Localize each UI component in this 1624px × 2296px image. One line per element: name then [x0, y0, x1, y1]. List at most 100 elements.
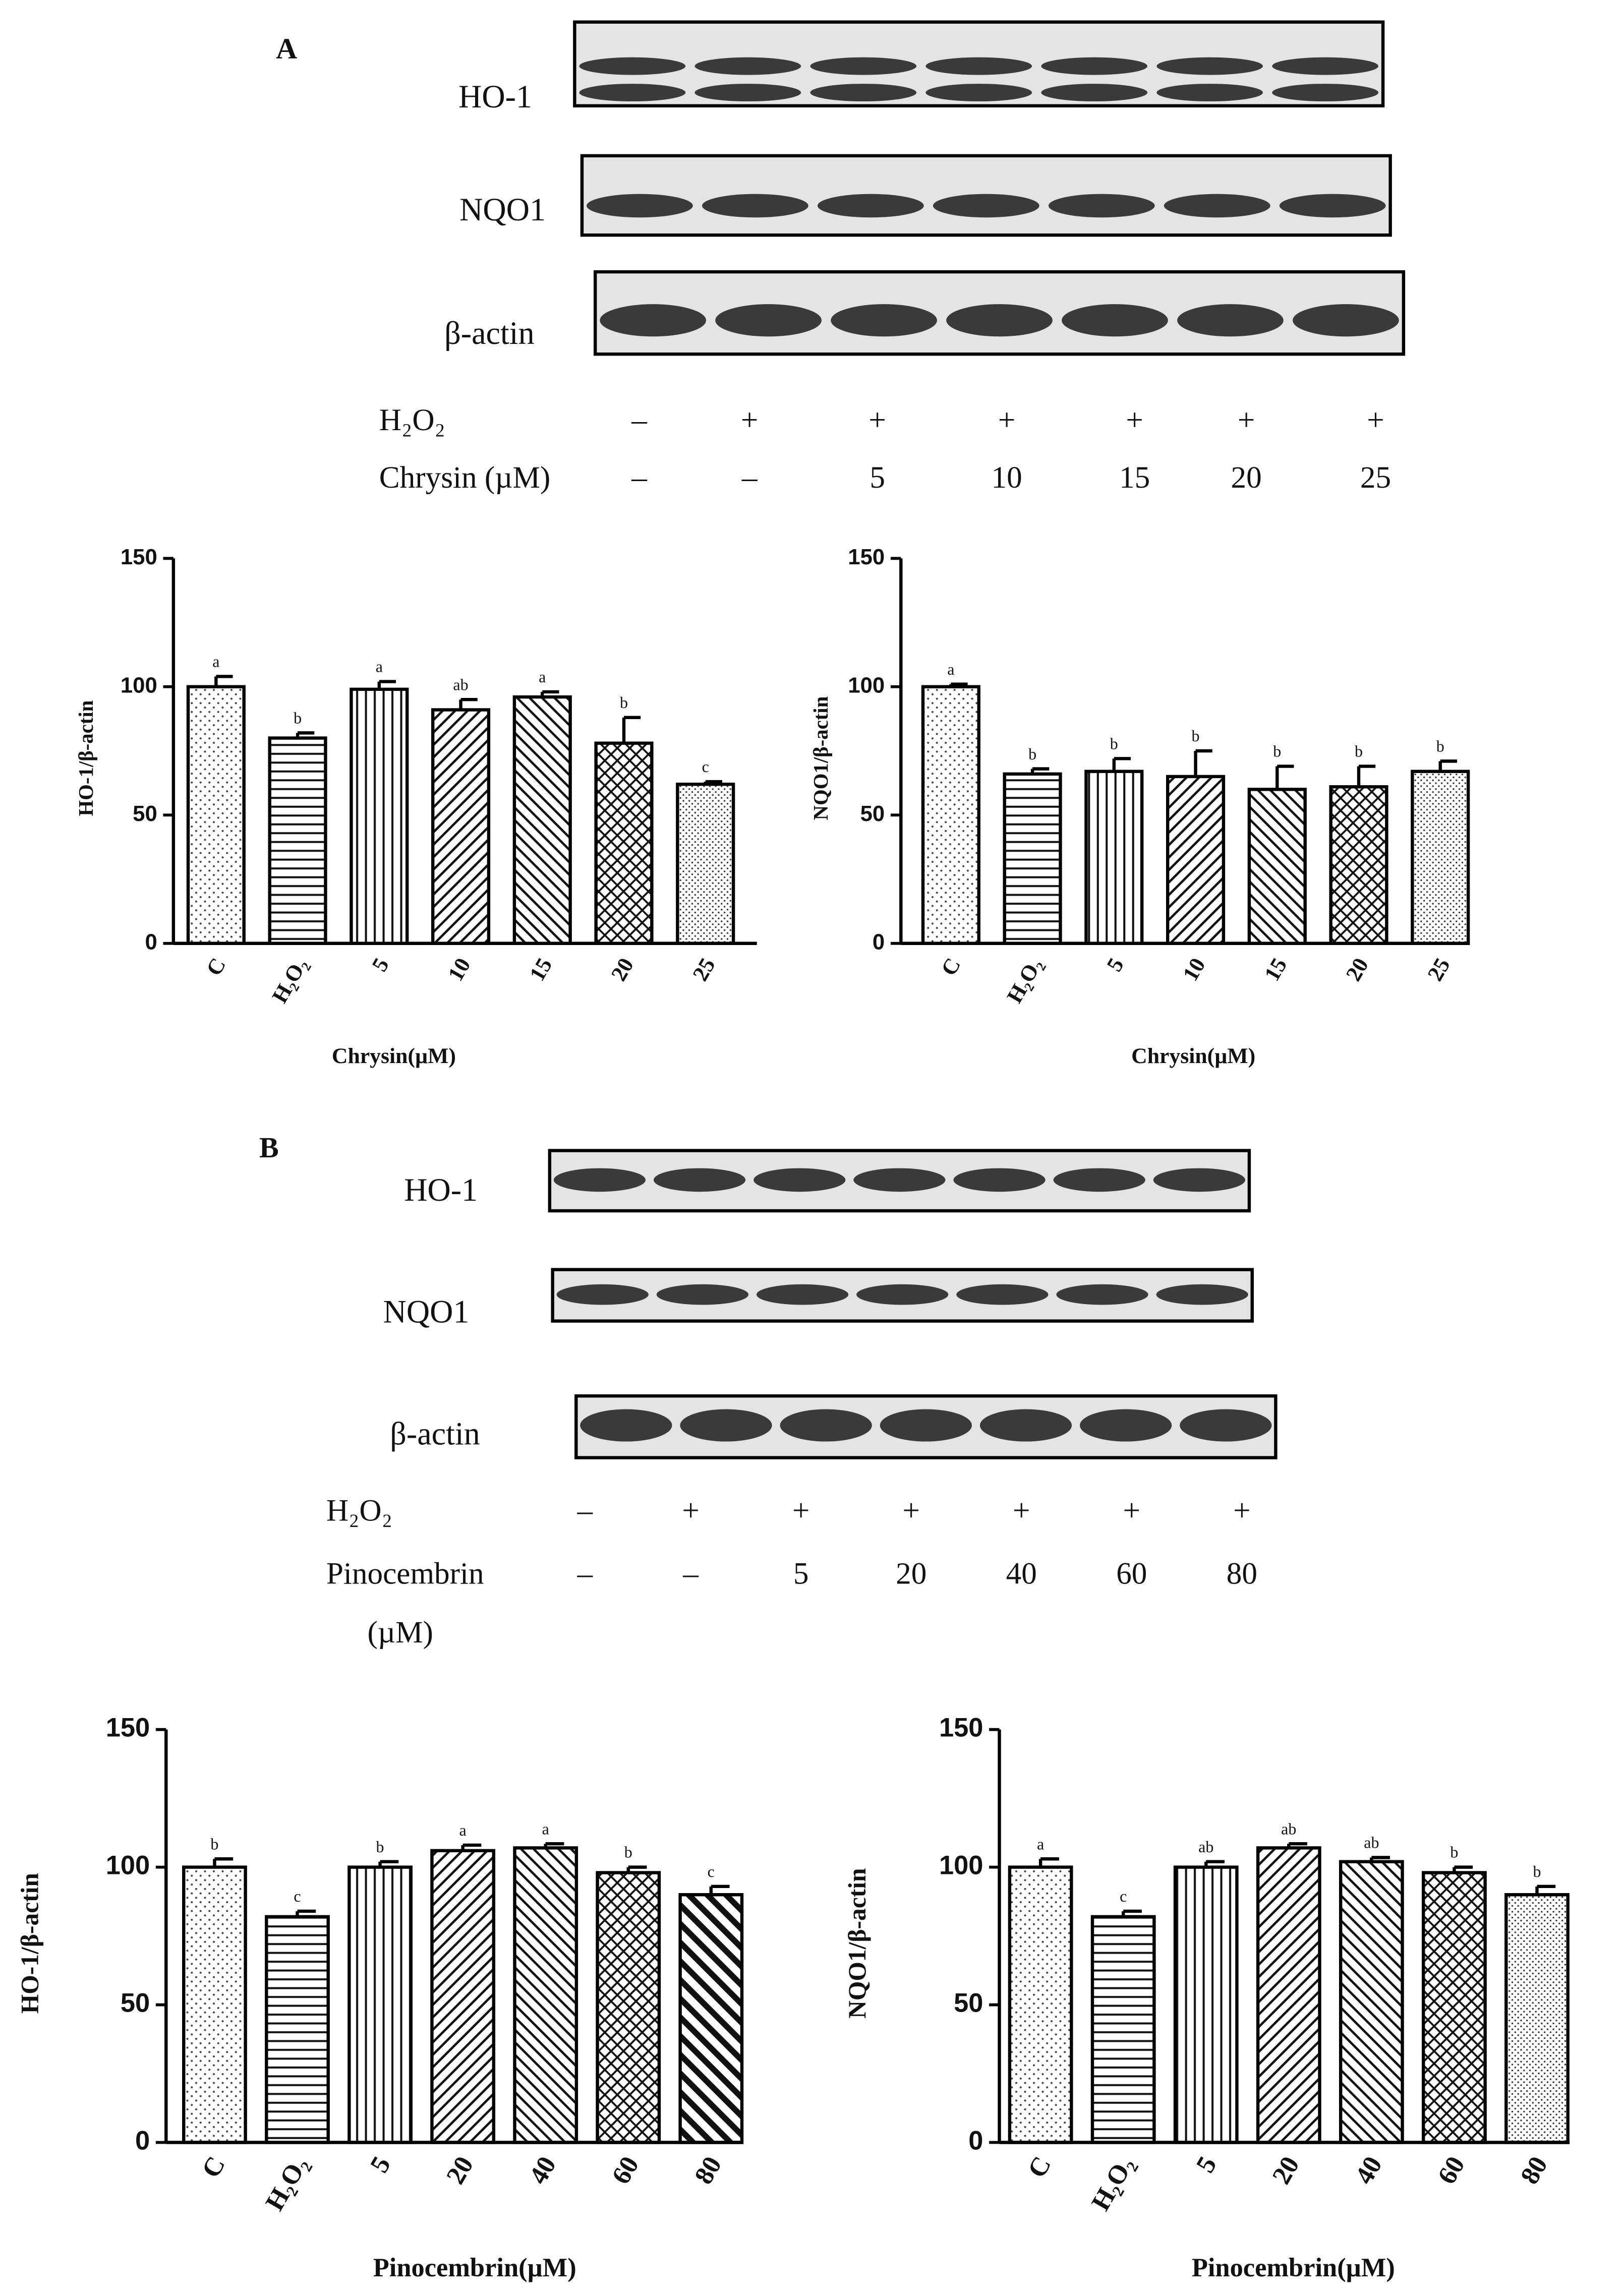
y-tick-label: 150: [939, 1714, 983, 1743]
blot-band: [831, 304, 937, 337]
blot-band: [587, 194, 693, 218]
treatment-value: +: [682, 1493, 700, 1527]
error-bar: [1038, 1857, 1059, 1867]
bar: [512, 695, 572, 945]
error-bar: [1194, 749, 1212, 777]
significance-letter: a: [539, 668, 546, 686]
y-tick-label: 0: [135, 2126, 150, 2155]
significance-letter: a: [459, 1821, 467, 1839]
error-bar: [1030, 767, 1050, 774]
blot-band: [1156, 1284, 1248, 1305]
y-axis-title: HO-1/β-actin: [16, 1873, 43, 2014]
error-bar: [626, 1865, 647, 1873]
treatment-value: +: [868, 403, 886, 437]
x-tick-label: H₂O₂: [1002, 954, 1047, 1008]
y-axis-title: NQO1/β-actin: [843, 1868, 871, 2018]
bar: [431, 708, 491, 945]
blot-band: [1048, 194, 1155, 218]
blot-label: NQO1: [383, 1294, 470, 1330]
treatment-value: –: [576, 1557, 593, 1591]
bar: [594, 741, 654, 945]
treatment-value: 5: [869, 460, 885, 495]
bar: [347, 1865, 413, 2144]
error-bar: [461, 1843, 482, 1851]
x-tick-label: C: [937, 954, 965, 980]
error-bar: [296, 731, 315, 738]
bar: [921, 685, 980, 945]
blot-band: [579, 57, 686, 75]
y-axis-title: NQO1/β-actin: [809, 696, 832, 820]
x-tick-label: 40: [1349, 2151, 1387, 2189]
error-bar: [949, 682, 968, 687]
treatment-label: H₂O₂: [379, 403, 445, 437]
blot-label: HO-1: [404, 1172, 478, 1208]
treatment-value: 20: [896, 1557, 926, 1591]
panel-label: A: [276, 32, 297, 65]
significance-letter: ab: [1281, 1819, 1296, 1838]
blot-band: [580, 1409, 672, 1442]
significance-letter: b: [376, 1838, 384, 1856]
x-tick-label: 5: [365, 2151, 396, 2177]
y-tick-label: 0: [145, 929, 157, 954]
significance-letter: a: [212, 653, 219, 671]
treatment-value: +: [1013, 1493, 1030, 1527]
error-bar: [704, 780, 722, 785]
x-axis-title: Chrysin(µM): [332, 1044, 456, 1068]
blot-band: [1164, 194, 1270, 218]
y-tick-label: 50: [133, 801, 157, 826]
blot-label: β-actin: [444, 315, 535, 351]
x-axis-title: Pinocembrin(µM): [373, 2253, 576, 2282]
error-bar: [378, 1860, 399, 1867]
treatment-value: 10: [992, 460, 1022, 495]
treatment-value: 60: [1116, 1557, 1147, 1591]
blot-band: [946, 304, 1053, 337]
treatment-value: +: [741, 403, 759, 437]
significance-letter: b: [1436, 737, 1444, 755]
y-tick-label: 150: [848, 545, 885, 569]
y-axis-title: HO-1/β-actin: [75, 700, 97, 816]
treatment-value: 25: [1360, 460, 1391, 495]
significance-letter: ab: [1198, 1838, 1213, 1856]
blot-band: [953, 1168, 1046, 1192]
bar: [1173, 1865, 1239, 2144]
treatment-value: –: [741, 460, 758, 495]
significance-letter: b: [1110, 734, 1118, 752]
y-tick-label: 0: [873, 929, 885, 954]
blot-band: [1153, 1168, 1245, 1192]
blot-label: NQO1: [459, 192, 546, 227]
blot-band: [702, 194, 808, 218]
blot-band: [579, 84, 686, 102]
error-bar: [1287, 1842, 1308, 1848]
treatment-label: Chrysin (µM): [379, 460, 551, 495]
blot-band: [1272, 84, 1378, 102]
bar: [1339, 1860, 1404, 2144]
blot-band: [1041, 57, 1148, 75]
bar: [1411, 770, 1470, 945]
blot-band: [1053, 1168, 1145, 1192]
blot-band: [780, 1409, 872, 1442]
significance-letter: b: [1028, 745, 1036, 763]
blot-band: [680, 1409, 772, 1442]
blot-box: [548, 1149, 1251, 1213]
treatment-value: +: [792, 1493, 810, 1527]
significance-letter: b: [1355, 742, 1363, 760]
panel-label: B: [259, 1131, 279, 1164]
blot-band: [1156, 84, 1263, 102]
treatment-value: 15: [1119, 460, 1150, 495]
bar: [513, 1846, 578, 2144]
x-tick-label: C: [1022, 2151, 1057, 2183]
blot-band: [856, 1284, 949, 1305]
significance-letter: b: [1192, 727, 1200, 745]
x-tick-label: H₂O₂: [1086, 2151, 1140, 2215]
blot-box: [574, 1394, 1278, 1459]
x-tick-label: 25: [1423, 954, 1455, 985]
blot-band: [694, 57, 801, 75]
significance-letter: ab: [1364, 1834, 1379, 1852]
blot-band: [1056, 1284, 1148, 1305]
bar: [1422, 1871, 1487, 2144]
bar: [1247, 788, 1307, 945]
treatment-value: +: [902, 1493, 920, 1527]
x-axis-title: Chrysin(µM): [1131, 1044, 1255, 1068]
blot-box: [551, 1268, 1254, 1323]
